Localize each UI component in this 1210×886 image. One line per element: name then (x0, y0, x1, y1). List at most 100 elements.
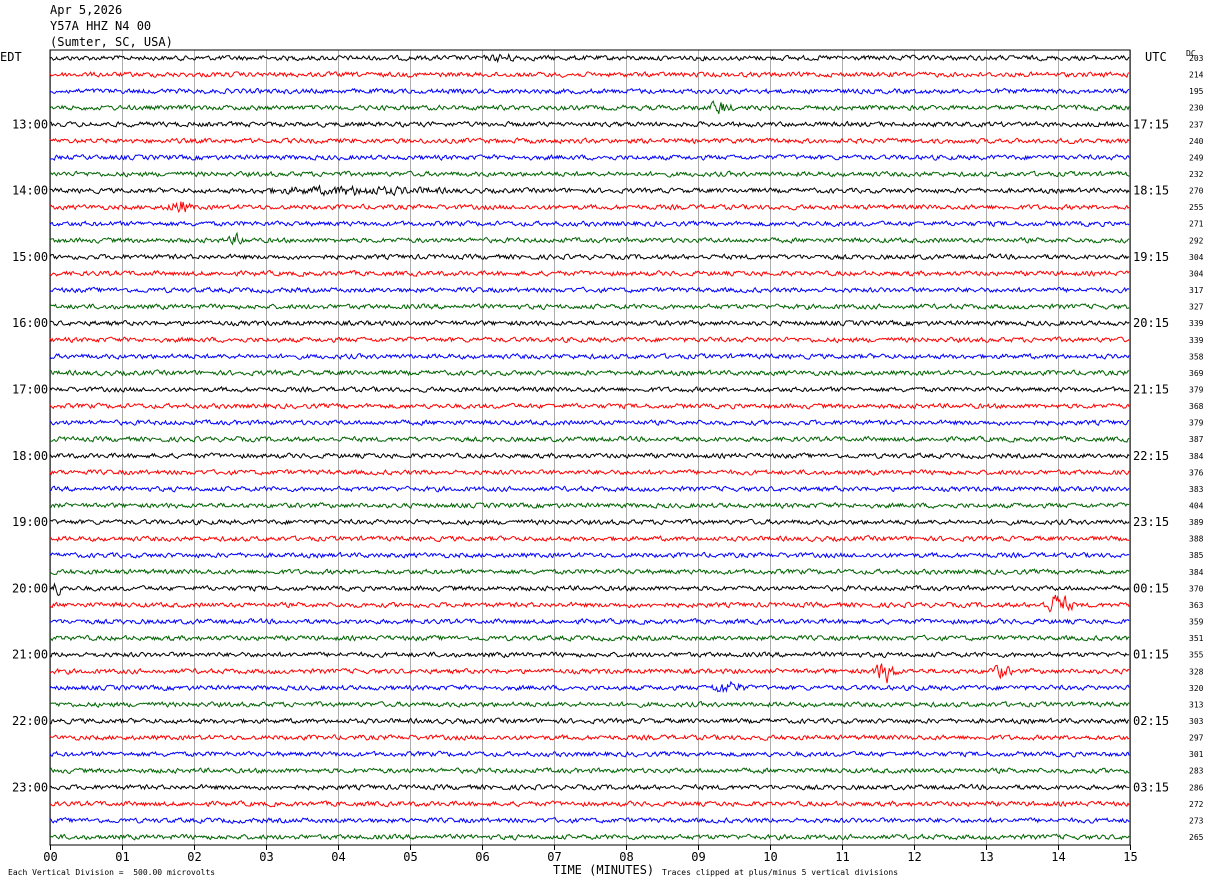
dc-value: 283 (1189, 767, 1204, 776)
trace-row (49, 386, 1130, 393)
dc-value: 297 (1189, 734, 1204, 743)
dc-value: 273 (1189, 816, 1204, 825)
trace-row (49, 286, 1130, 294)
station-location: (Sumter, SC, USA) (50, 35, 173, 49)
x-tick-label: 01 (115, 850, 129, 864)
dc-value: 313 (1189, 700, 1204, 709)
x-tick-label: 08 (619, 850, 633, 864)
trace-row (49, 800, 1130, 808)
trace-row (49, 184, 1130, 197)
trace-row (49, 319, 1130, 327)
trace-row (49, 568, 1130, 576)
clip-note: Traces clipped at plus/minus 5 vertical … (662, 868, 899, 877)
utc-hour-label: 18:15 (1133, 184, 1169, 198)
edt-hour-label: 15:00 (12, 250, 48, 264)
x-tick-label: 09 (691, 850, 705, 864)
x-tick-label: 07 (547, 850, 561, 864)
dc-value: 240 (1189, 137, 1204, 146)
dc-value: 303 (1189, 717, 1204, 726)
trace-row (49, 435, 1130, 443)
dc-value: 384 (1189, 452, 1204, 461)
dc-value: 320 (1189, 684, 1204, 693)
dc-value: 270 (1189, 187, 1204, 196)
trace-row (49, 617, 1130, 626)
dc-value: 265 (1189, 833, 1204, 842)
trace-row (49, 269, 1130, 277)
utc-hour-label: 21:15 (1133, 382, 1169, 396)
utc-hour-label: 00:15 (1133, 581, 1169, 595)
dc-value: 214 (1189, 71, 1204, 80)
dc-value: 304 (1189, 269, 1204, 278)
x-tick-label: 02 (187, 850, 201, 864)
edt-hour-label: 13:00 (12, 117, 48, 131)
trace-row (49, 651, 1130, 659)
dc-value: 359 (1189, 618, 1204, 627)
dc-value: 379 (1189, 419, 1204, 428)
dc-value: 363 (1189, 601, 1204, 610)
utc-hour-label: 17:15 (1133, 117, 1169, 131)
plot-frame (49, 49, 1131, 846)
dc-value: 387 (1189, 435, 1204, 444)
trace-row (49, 535, 1130, 543)
trace-row (49, 137, 1130, 145)
trace-row (49, 502, 1130, 510)
x-tick-label: 10 (763, 850, 777, 864)
dc-value: 230 (1189, 104, 1204, 113)
x-tick-label: 04 (331, 850, 345, 864)
dc-value: 195 (1189, 87, 1204, 96)
utc-hour-label: 22:15 (1133, 449, 1169, 463)
trace-row (49, 170, 1130, 178)
grid-lines (49, 49, 1131, 850)
dc-value: 388 (1189, 535, 1204, 544)
trace-row (49, 783, 1130, 791)
dc-value: 304 (1189, 253, 1204, 262)
trace-row (49, 120, 1130, 128)
edt-hour-label: 14:00 (12, 184, 48, 198)
dc-value: 404 (1189, 502, 1204, 511)
dc-value: 339 (1189, 319, 1204, 328)
x-tick-label: 00 (43, 850, 57, 864)
trace-row (49, 352, 1130, 360)
trace-row (49, 253, 1130, 261)
edt-hour-label: 18:00 (12, 449, 48, 463)
edt-hour-label: 19:00 (12, 515, 48, 529)
dc-value: 355 (1189, 651, 1204, 660)
dc-value: 286 (1189, 783, 1204, 792)
dc-value: 379 (1189, 385, 1204, 394)
dc-value: 301 (1189, 750, 1204, 759)
dc-label: DC (1186, 49, 1196, 58)
dc-value: 376 (1189, 468, 1204, 477)
utc-hour-label: 23:15 (1133, 515, 1169, 529)
trace-row (49, 700, 1130, 708)
trace-row (49, 663, 1130, 684)
trace-row (49, 220, 1130, 228)
edt-hour-label: 20:00 (12, 581, 48, 595)
dc-value: 203 (1189, 54, 1204, 63)
edt-label: EDT (0, 50, 22, 64)
trace-row (49, 402, 1130, 410)
edt-hour-label: 22:00 (12, 714, 48, 728)
x-tick-label: 12 (907, 850, 921, 864)
x-tick-label: 06 (475, 850, 489, 864)
dc-value: 272 (1189, 800, 1204, 809)
trace-row (49, 71, 1130, 79)
trace-row (49, 582, 1130, 597)
dc-value: 317 (1189, 286, 1204, 295)
dc-value: 369 (1189, 369, 1204, 378)
trace-row (49, 419, 1130, 427)
x-tick-label: 14 (1051, 850, 1065, 864)
trace-row (49, 833, 1130, 841)
trace-row (50, 201, 1130, 214)
utc-hour-label: 01:15 (1133, 648, 1169, 662)
utc-label: UTC (1145, 50, 1167, 64)
trace-row (49, 634, 1130, 642)
dc-value: 368 (1189, 402, 1204, 411)
dc-value: 339 (1189, 336, 1204, 345)
trace-row (49, 452, 1130, 460)
dc-value: 232 (1189, 170, 1204, 179)
trace-row (49, 87, 1130, 95)
dc-value: 384 (1189, 568, 1204, 577)
trace-row (49, 767, 1130, 775)
trace-row (49, 231, 1130, 246)
